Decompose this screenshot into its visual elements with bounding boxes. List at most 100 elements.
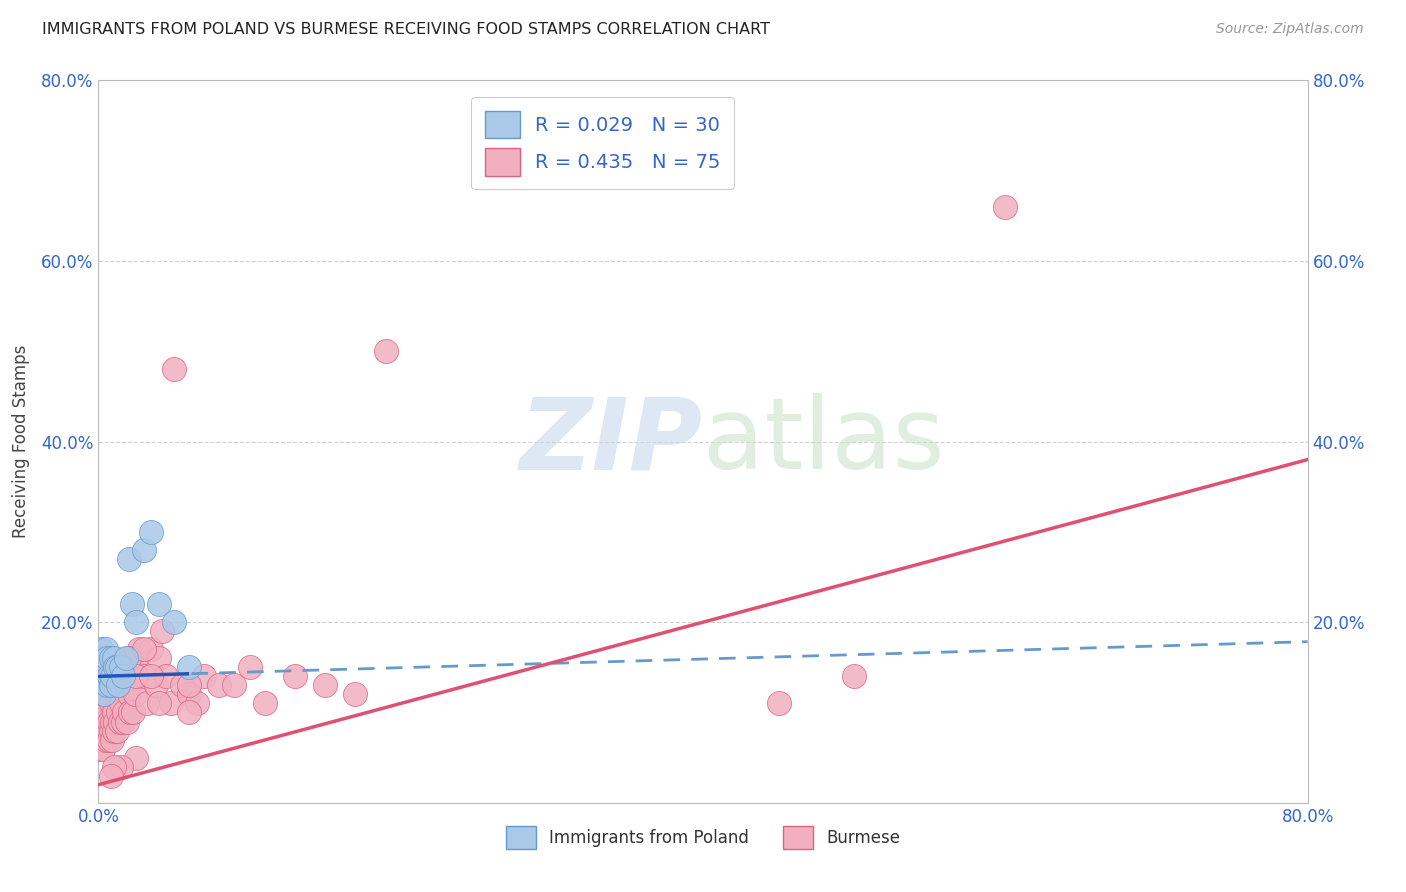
- Point: [105, 723, 128, 738]
- Point: [104, 660, 127, 674]
- Point: [101, 714, 124, 729]
- Point: [108, 714, 131, 729]
- Point: [160, 697, 183, 711]
- Point: [94, 660, 117, 674]
- Point: [186, 697, 208, 711]
- Point: [179, 706, 201, 720]
- Point: [148, 651, 170, 665]
- Point: [96, 706, 118, 720]
- Point: [90, 642, 112, 657]
- Point: [96, 678, 118, 692]
- Point: [93, 669, 115, 683]
- Point: [148, 697, 170, 711]
- Point: [100, 651, 122, 665]
- Point: [179, 687, 201, 701]
- Point: [96, 651, 118, 665]
- Point: [89, 741, 111, 756]
- Point: [110, 660, 132, 674]
- Point: [111, 669, 134, 683]
- Point: [179, 678, 201, 692]
- Point: [125, 651, 148, 665]
- Text: Source: ZipAtlas.com: Source: ZipAtlas.com: [1216, 22, 1364, 37]
- Point: [91, 651, 114, 665]
- Point: [135, 697, 157, 711]
- Point: [90, 732, 112, 747]
- Point: [120, 706, 142, 720]
- Point: [112, 706, 135, 720]
- Point: [100, 697, 122, 711]
- Point: [94, 687, 117, 701]
- Point: [98, 669, 121, 683]
- Point: [125, 669, 148, 683]
- Point: [100, 678, 122, 692]
- Point: [94, 642, 117, 657]
- Point: [91, 678, 114, 692]
- Point: [148, 597, 170, 611]
- Point: [121, 597, 143, 611]
- Point: [170, 678, 193, 692]
- Point: [110, 760, 132, 774]
- Point: [110, 697, 132, 711]
- Point: [141, 524, 163, 539]
- Point: [115, 714, 138, 729]
- Point: [90, 714, 112, 729]
- Point: [101, 669, 124, 683]
- Point: [844, 669, 866, 683]
- Point: [224, 678, 246, 692]
- Point: [118, 651, 141, 665]
- Point: [93, 714, 115, 729]
- Point: [93, 697, 115, 711]
- Point: [121, 660, 143, 674]
- Text: atlas: atlas: [703, 393, 945, 490]
- Point: [103, 706, 125, 720]
- Point: [193, 669, 215, 683]
- Point: [98, 714, 121, 729]
- Point: [314, 678, 336, 692]
- Point: [994, 200, 1017, 214]
- Point: [89, 723, 111, 738]
- Point: [114, 678, 136, 692]
- Point: [374, 344, 396, 359]
- Text: ZIP: ZIP: [520, 393, 703, 490]
- Point: [150, 624, 173, 639]
- Point: [163, 615, 186, 630]
- Point: [132, 669, 155, 683]
- Point: [101, 732, 124, 747]
- Point: [96, 723, 118, 738]
- Point: [103, 723, 125, 738]
- Point: [253, 697, 276, 711]
- Point: [128, 642, 150, 657]
- Point: [124, 687, 146, 701]
- Point: [90, 697, 112, 711]
- Point: [89, 706, 111, 720]
- Point: [111, 714, 134, 729]
- Point: [125, 750, 148, 764]
- Point: [132, 542, 155, 557]
- Point: [145, 678, 167, 692]
- Point: [122, 706, 145, 720]
- Point: [155, 669, 177, 683]
- Point: [179, 660, 201, 674]
- Point: [100, 723, 122, 738]
- Point: [141, 669, 163, 683]
- Point: [90, 660, 112, 674]
- Point: [163, 362, 186, 376]
- Point: [94, 714, 117, 729]
- Point: [239, 660, 262, 674]
- Point: [141, 642, 163, 657]
- Point: [91, 723, 114, 738]
- Point: [208, 678, 231, 692]
- Point: [104, 714, 127, 729]
- Point: [284, 669, 307, 683]
- Point: [118, 687, 141, 701]
- Point: [118, 552, 141, 566]
- Point: [91, 706, 114, 720]
- Point: [114, 651, 136, 665]
- Point: [344, 687, 367, 701]
- Legend: Immigrants from Poland, Burmese: Immigrants from Poland, Burmese: [496, 816, 910, 860]
- Point: [93, 687, 115, 701]
- Point: [132, 642, 155, 657]
- Point: [91, 741, 114, 756]
- Point: [105, 660, 128, 674]
- Point: [89, 651, 111, 665]
